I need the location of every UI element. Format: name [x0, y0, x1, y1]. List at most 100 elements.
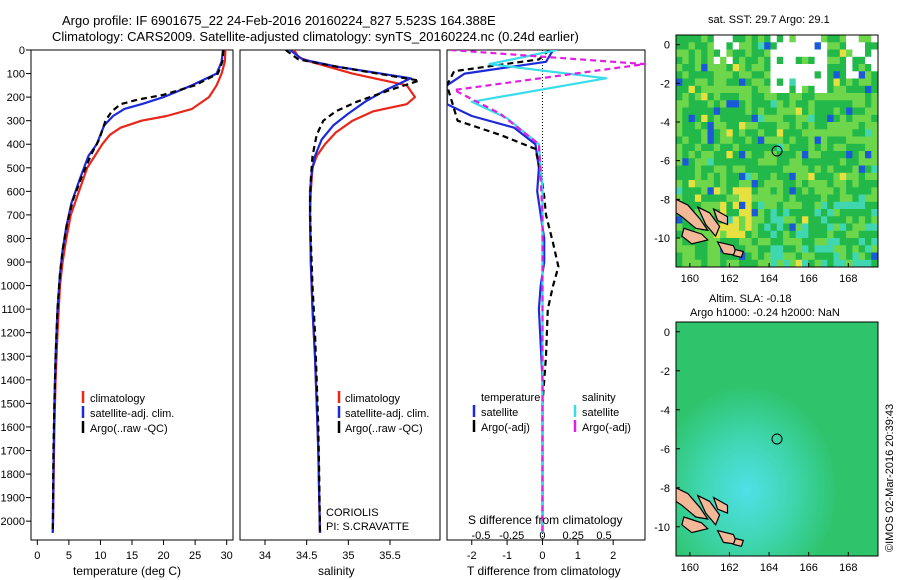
heatmap-cell — [795, 230, 803, 239]
heatmap-cell — [783, 194, 790, 203]
heatmap-cell — [789, 201, 796, 210]
heatmap-cell — [776, 201, 784, 210]
heatmap-cell — [757, 180, 765, 188]
heatmap-cell — [865, 187, 872, 195]
heatmap-cell — [694, 64, 702, 72]
heatmap-cell — [682, 252, 689, 261]
heatmap-cell — [820, 165, 828, 174]
heatmap-cell — [833, 49, 841, 58]
heatmap-cell — [776, 107, 784, 116]
heatmap-cell — [808, 209, 815, 217]
heatmap-cell — [745, 71, 752, 79]
heatmap-cell — [757, 259, 765, 267]
heatmap-cell — [745, 100, 752, 108]
y-tick-label: 1800 — [1, 469, 25, 481]
heatmap-cell — [726, 136, 733, 145]
heatmap-cell — [833, 151, 841, 159]
heatmap-cell — [701, 107, 708, 116]
heatmap-cell — [789, 180, 796, 188]
heatmap-cell — [865, 129, 872, 137]
heatmap-cell — [682, 238, 689, 246]
heatmap-cell — [814, 114, 822, 123]
map-x-tick-label: 162 — [720, 273, 738, 285]
heatmap-cell — [839, 165, 847, 174]
heatmap-cell — [795, 114, 803, 123]
heatmap-cell — [676, 42, 683, 50]
heatmap-cell — [701, 201, 708, 210]
y-tick-label: 1000 — [1, 281, 25, 293]
figure-title-line1: Argo profile: IF 6901675_22 24-Feb-2016 … — [62, 13, 496, 28]
heatmap-cell — [688, 107, 696, 116]
heatmap-cell — [827, 78, 834, 87]
heatmap-cell — [682, 42, 689, 50]
heatmap-cell — [808, 35, 815, 43]
heatmap-cell — [720, 194, 727, 203]
heatmap-cell — [814, 201, 822, 210]
heatmap-cell — [751, 122, 759, 130]
heatmap-cell — [676, 194, 683, 203]
heatmap-cell — [776, 252, 784, 261]
heatmap-cell — [808, 93, 815, 101]
heatmap-cell — [764, 49, 771, 58]
heatmap-cell — [770, 172, 778, 181]
heatmap-cell — [808, 223, 815, 232]
heatmap-cell — [701, 78, 708, 87]
heatmap-cell — [808, 259, 815, 267]
heatmap-cell — [720, 259, 727, 267]
heatmap-cell — [745, 85, 752, 94]
heatmap-cell — [713, 49, 721, 58]
legend-title-salinity: salinity — [582, 392, 616, 404]
map-x-tick-label: 162 — [720, 562, 738, 574]
heatmap-cell — [694, 122, 702, 130]
heatmap-cell — [694, 158, 702, 166]
heatmap-cell — [833, 35, 841, 43]
heatmap-cell — [783, 64, 790, 72]
heatmap-cell — [846, 93, 853, 101]
heatmap-cell — [827, 129, 834, 137]
heatmap-cell — [783, 187, 790, 195]
heatmap-cell — [688, 158, 696, 166]
heatmap-cell — [846, 42, 853, 50]
heatmap-cell — [814, 180, 822, 188]
x-tick-label: 30 — [221, 550, 233, 562]
heatmap-cell — [739, 187, 746, 195]
heatmap-cell — [808, 114, 815, 123]
heatmap-cell — [871, 93, 878, 101]
heatmap-cell — [858, 56, 866, 65]
x-tick-label: 5 — [66, 550, 72, 562]
heatmap-cell — [795, 151, 803, 159]
heatmap-cell — [707, 245, 715, 253]
heatmap-cell — [808, 158, 815, 166]
heatmap-cell — [839, 201, 847, 210]
heatmap-cell — [764, 35, 771, 43]
heatmap-cell — [858, 259, 866, 267]
heatmap-cell — [852, 223, 859, 232]
heatmap-cell — [814, 187, 822, 195]
heatmap-cell — [858, 151, 866, 159]
heatmap-cell — [858, 216, 866, 224]
series-line-temperature-argo-adj- — [447, 50, 560, 533]
heatmap-cell — [701, 85, 708, 94]
heatmap-cell — [820, 230, 828, 239]
heatmap-cell — [852, 42, 859, 50]
heatmap-cell — [745, 216, 752, 224]
heatmap-cell — [839, 259, 847, 267]
heatmap-cell — [713, 151, 721, 159]
heatmap-cell — [676, 56, 683, 65]
heatmap-cell — [764, 216, 771, 224]
heatmap-cell — [846, 56, 853, 65]
heatmap-cell — [745, 223, 752, 232]
x-tick-label: 10 — [94, 550, 106, 562]
heatmap-cell — [865, 143, 872, 152]
legend-label-satellite: satellite-adj. clim. — [90, 408, 174, 420]
heatmap-cell — [694, 107, 702, 116]
heatmap-cell — [745, 42, 752, 50]
s-difference-xlabel: S difference from climatology — [468, 513, 623, 527]
heatmap-cell — [852, 143, 859, 152]
heatmap-cell — [764, 194, 771, 203]
heatmap-cell — [732, 172, 740, 181]
heatmap-cell — [701, 64, 708, 72]
heatmap-cell — [783, 245, 790, 253]
heatmap-cell — [726, 165, 733, 174]
heatmap-cell — [776, 85, 784, 94]
